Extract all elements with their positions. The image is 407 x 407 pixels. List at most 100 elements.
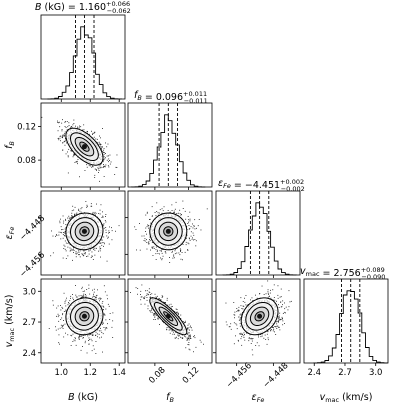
sample-point	[66, 121, 68, 122]
sample-point	[258, 345, 260, 347]
sample-point	[179, 209, 181, 211]
sample-point	[97, 336, 98, 338]
sample-point	[69, 244, 71, 246]
sample-point	[172, 250, 173, 252]
sample-point	[65, 258, 67, 259]
sample-point	[103, 176, 105, 177]
sample-point	[103, 165, 105, 167]
sample-point	[74, 214, 76, 216]
sample-point	[105, 164, 107, 166]
density-peak	[81, 313, 87, 319]
sample-point	[70, 345, 72, 346]
sample-point	[144, 296, 146, 298]
sample-point	[75, 253, 77, 255]
sample-point	[163, 206, 165, 208]
sample-point	[100, 330, 102, 332]
sample-point	[130, 292, 131, 293]
sample-point	[182, 259, 183, 261]
sample-point	[73, 119, 75, 121]
sample-point	[144, 303, 146, 305]
sample-point	[103, 245, 104, 247]
sample-point	[193, 225, 195, 227]
sample-point	[75, 161, 77, 163]
sample-point	[193, 351, 194, 353]
sample-point	[102, 305, 104, 307]
sample-point	[161, 212, 163, 214]
sample-point	[57, 120, 58, 122]
sample-point	[145, 290, 146, 292]
sample-point	[182, 208, 184, 209]
sample-point	[104, 220, 106, 221]
sample-point	[194, 228, 196, 230]
sample-point	[60, 231, 62, 233]
sample-point	[62, 234, 64, 235]
sample-point	[71, 335, 73, 337]
sample-point	[187, 242, 189, 244]
sample-point	[194, 219, 196, 221]
sample-point	[68, 215, 70, 217]
sample-point	[177, 338, 179, 340]
panel-frame	[127, 190, 213, 276]
sample-point	[102, 321, 104, 323]
sample-point	[78, 251, 80, 253]
sample-point	[99, 298, 101, 300]
sample-point	[137, 293, 138, 295]
sample-point	[74, 206, 76, 208]
sample-point	[71, 126, 72, 127]
sample-point	[241, 308, 243, 309]
sample-point	[93, 136, 95, 138]
sample-point	[151, 311, 153, 313]
sample-point	[94, 254, 96, 256]
sample-point	[65, 121, 66, 123]
sample-point	[88, 340, 89, 341]
sample-point	[157, 316, 159, 318]
sample-point	[80, 297, 82, 299]
sample-point	[56, 315, 57, 317]
sample-point	[96, 333, 98, 335]
sample-point	[247, 304, 249, 305]
sample-point	[233, 302, 235, 303]
sample-point	[92, 296, 94, 298]
sample-point	[73, 154, 74, 156]
sample-point	[109, 160, 110, 161]
sample-point	[70, 297, 71, 299]
sample-point	[64, 248, 66, 250]
sample-point	[200, 341, 202, 343]
sample-point	[79, 176, 80, 178]
sample-point	[233, 343, 235, 345]
sample-point	[93, 298, 95, 300]
sample-point	[59, 137, 61, 139]
hist-panel-f-b	[127, 102, 213, 188]
sample-point	[109, 226, 110, 228]
sample-point	[192, 223, 193, 225]
sample-point	[63, 141, 65, 143]
sample-point	[186, 339, 188, 340]
sample-point	[203, 343, 204, 345]
sample-point	[282, 318, 283, 319]
sample-point	[155, 253, 157, 255]
sample-point	[70, 150, 72, 152]
sample-point	[106, 159, 108, 161]
sample-point	[187, 332, 189, 334]
sample-point	[164, 302, 166, 304]
sample-point	[157, 318, 159, 320]
sample-point	[181, 338, 183, 339]
sample-point	[234, 311, 236, 313]
sample-point	[70, 334, 72, 336]
sample-point	[174, 212, 175, 214]
sample-point	[98, 333, 100, 335]
sample-point	[243, 337, 245, 338]
sample-point	[109, 313, 111, 314]
sample-point	[75, 125, 76, 127]
sample-point	[74, 337, 76, 339]
sample-point	[101, 332, 103, 333]
sample-point	[81, 286, 83, 288]
sample-point	[86, 289, 88, 290]
sample-point	[100, 167, 102, 169]
sample-point	[97, 329, 99, 331]
sample-point	[95, 212, 97, 214]
sample-point	[55, 326, 56, 328]
sample-point	[277, 297, 279, 299]
sample-point	[184, 322, 186, 323]
sample-point	[65, 305, 67, 307]
